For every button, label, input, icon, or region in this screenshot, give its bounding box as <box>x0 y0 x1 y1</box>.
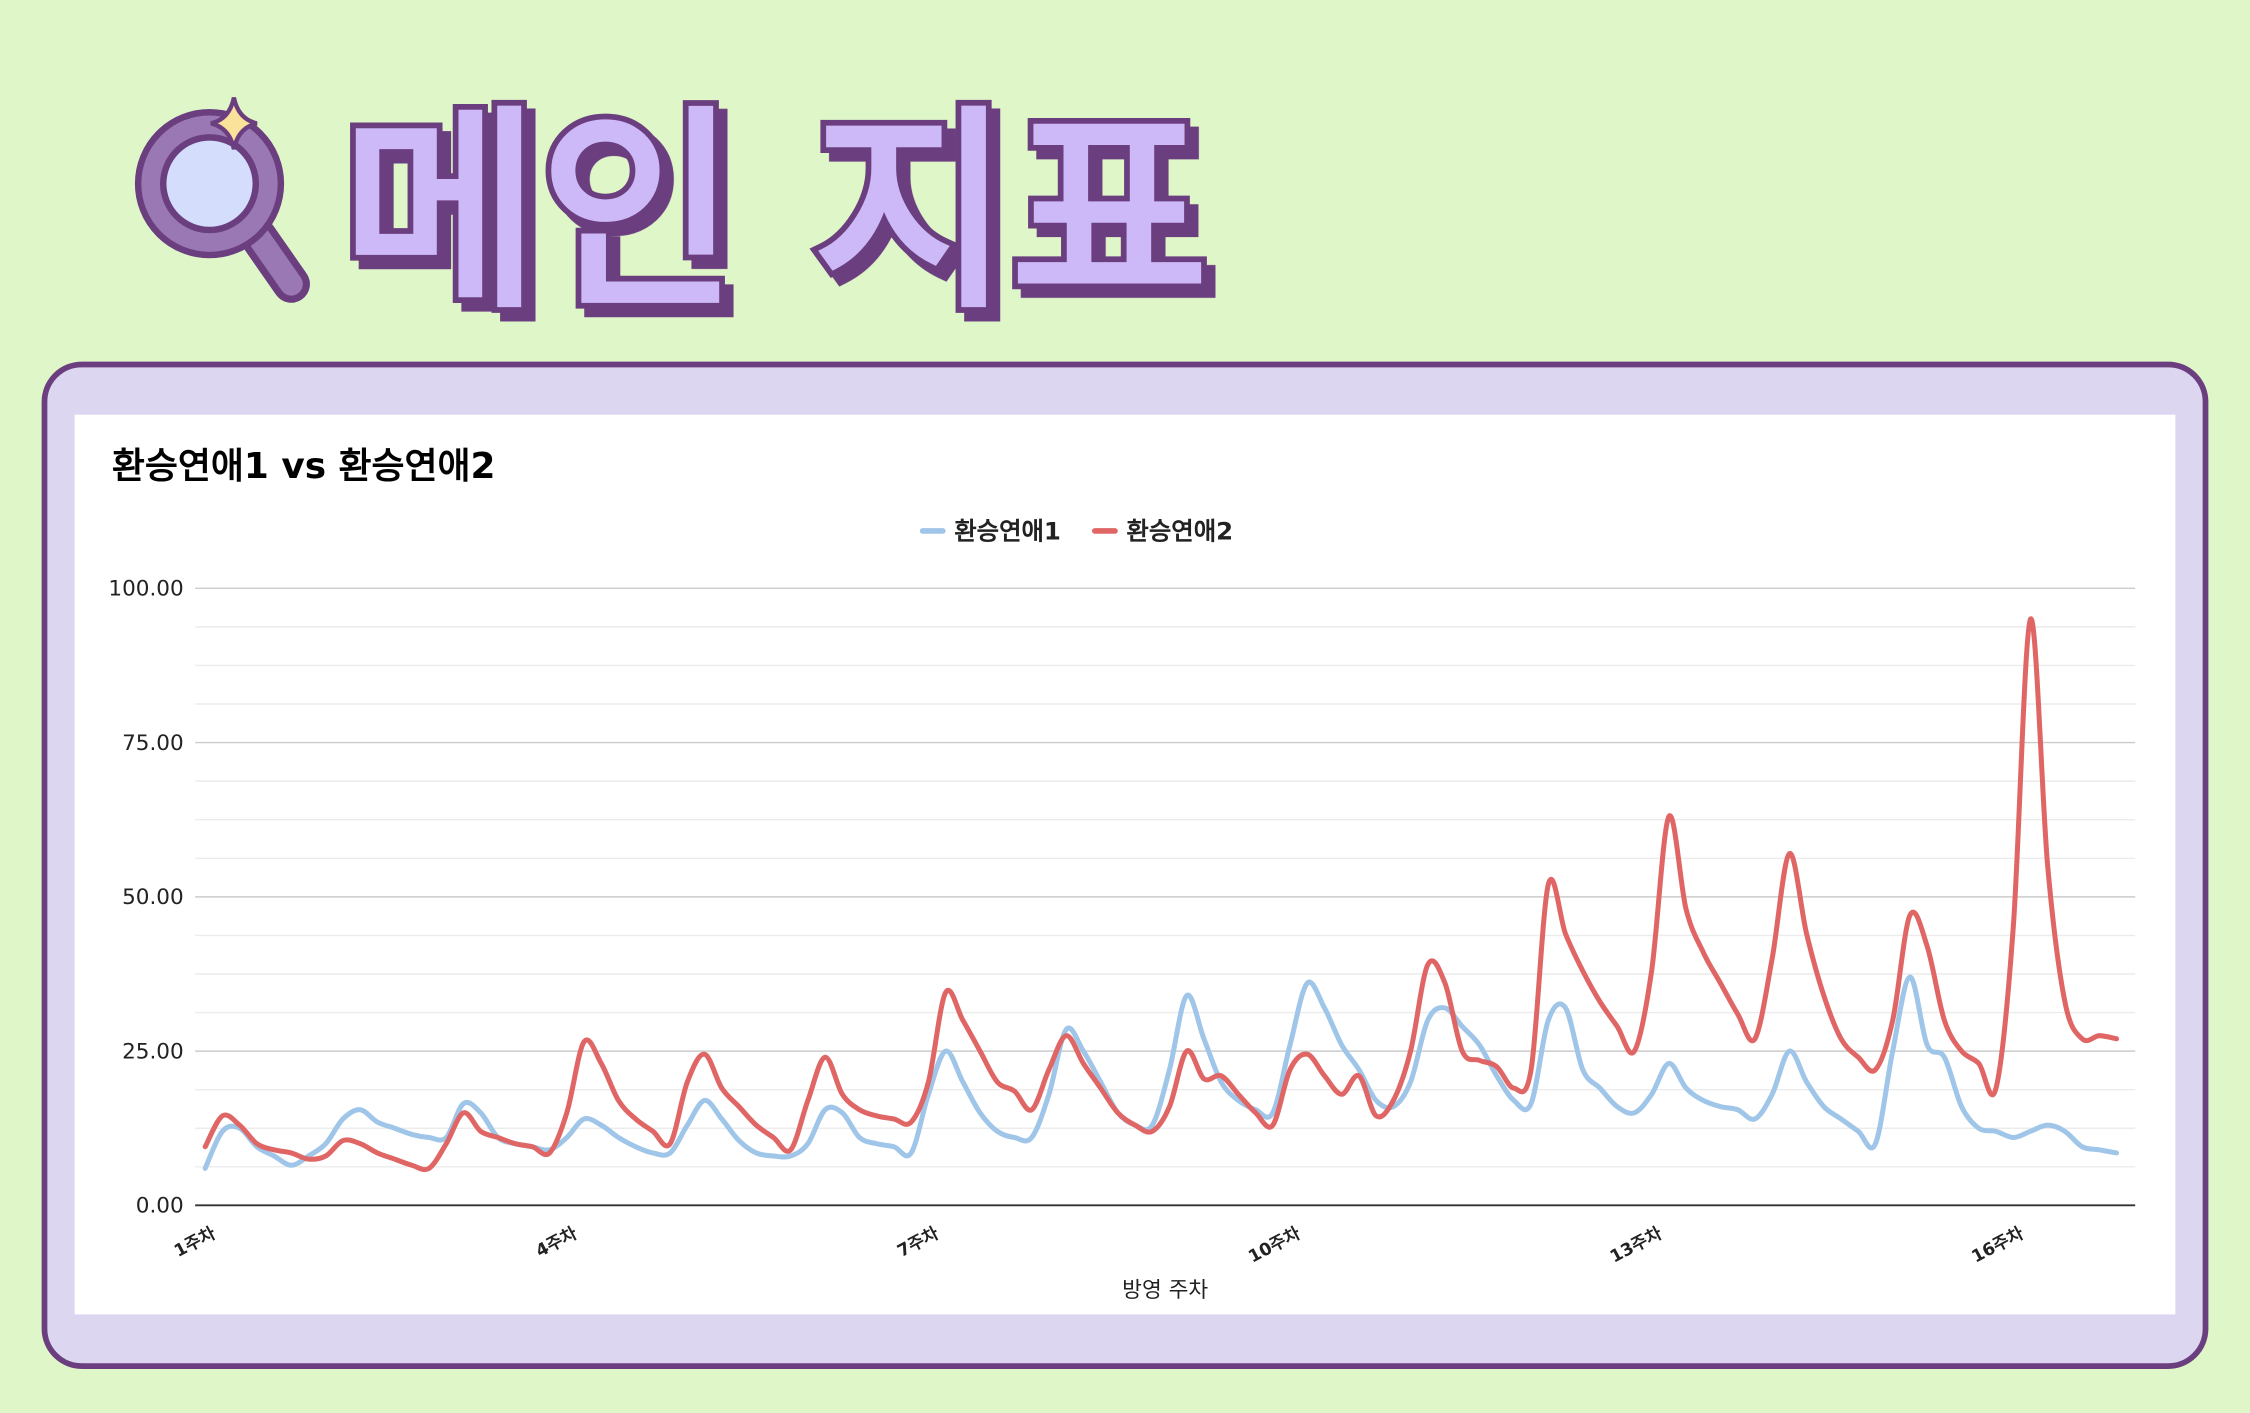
search-icon <box>134 97 310 303</box>
y-tick-label: 25.00 <box>122 1039 184 1064</box>
y-tick-label: 100.00 <box>108 577 183 602</box>
chart-area <box>74 414 2176 1315</box>
x-axis-label: 방영 주차 <box>1122 1278 1208 1303</box>
series-line <box>202 616 2120 1173</box>
page-title: 메인 지표 <box>342 87 1209 338</box>
legend-label: 환승연애1 <box>954 517 1061 546</box>
legend-label: 환승연애2 <box>1126 517 1233 546</box>
y-tick-label: 75.00 <box>122 731 184 756</box>
y-tick-label: 0.00 <box>136 1194 184 1219</box>
chart-title: 환승연애1 vs 환승연애2 <box>112 446 496 487</box>
y-tick-label: 50.00 <box>122 885 184 910</box>
